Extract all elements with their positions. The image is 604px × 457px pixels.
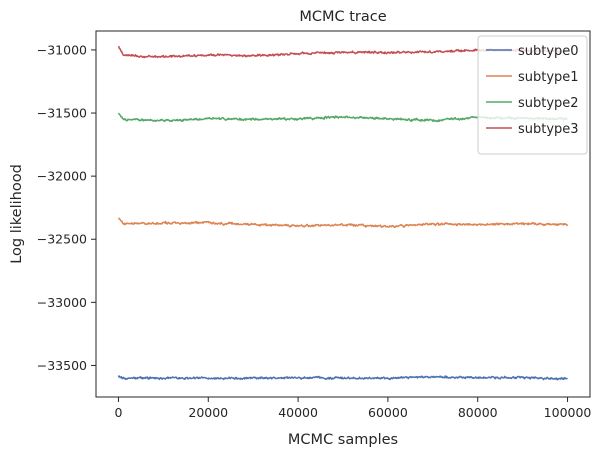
x-axis-label: MCMC samples	[288, 432, 398, 448]
y-tick-label: −32500	[37, 232, 87, 247]
x-tick-label: 60000	[368, 405, 408, 420]
legend-label-subtype1: subtype1	[518, 70, 579, 85]
x-tick-label: 0	[114, 405, 122, 420]
legend-label-subtype2: subtype2	[518, 96, 579, 111]
x-tick-label: 80000	[458, 405, 498, 420]
y-tick-label: −33500	[37, 358, 87, 373]
x-axis: 0 20000 40000 60000 80000 100000	[114, 397, 591, 420]
y-tick-label: −31500	[37, 106, 87, 121]
y-tick-label: −31000	[37, 42, 87, 57]
legend-label-subtype0: subtype0	[518, 44, 579, 59]
series-line-subtype1	[117, 217, 569, 229]
plot-frame	[95, 30, 591, 398]
x-tick-label: 20000	[188, 405, 228, 420]
legend: subtype0 subtype1 subtype2 subtype3	[477, 35, 588, 155]
series-line-subtype0	[117, 375, 568, 381]
y-tick-label: −32000	[37, 169, 87, 184]
y-axis: −33500 −33000 −32500 −32000 −31500 −31000	[37, 42, 96, 373]
y-axis-label: Log likelihood	[9, 164, 25, 264]
legend-box	[477, 35, 588, 155]
legend-label-subtype3: subtype3	[518, 122, 579, 137]
y-tick-label: −33000	[37, 295, 87, 310]
chart-title: MCMC trace	[299, 9, 386, 25]
x-tick-label: 100000	[544, 405, 592, 420]
x-tick-label: 40000	[278, 405, 318, 420]
